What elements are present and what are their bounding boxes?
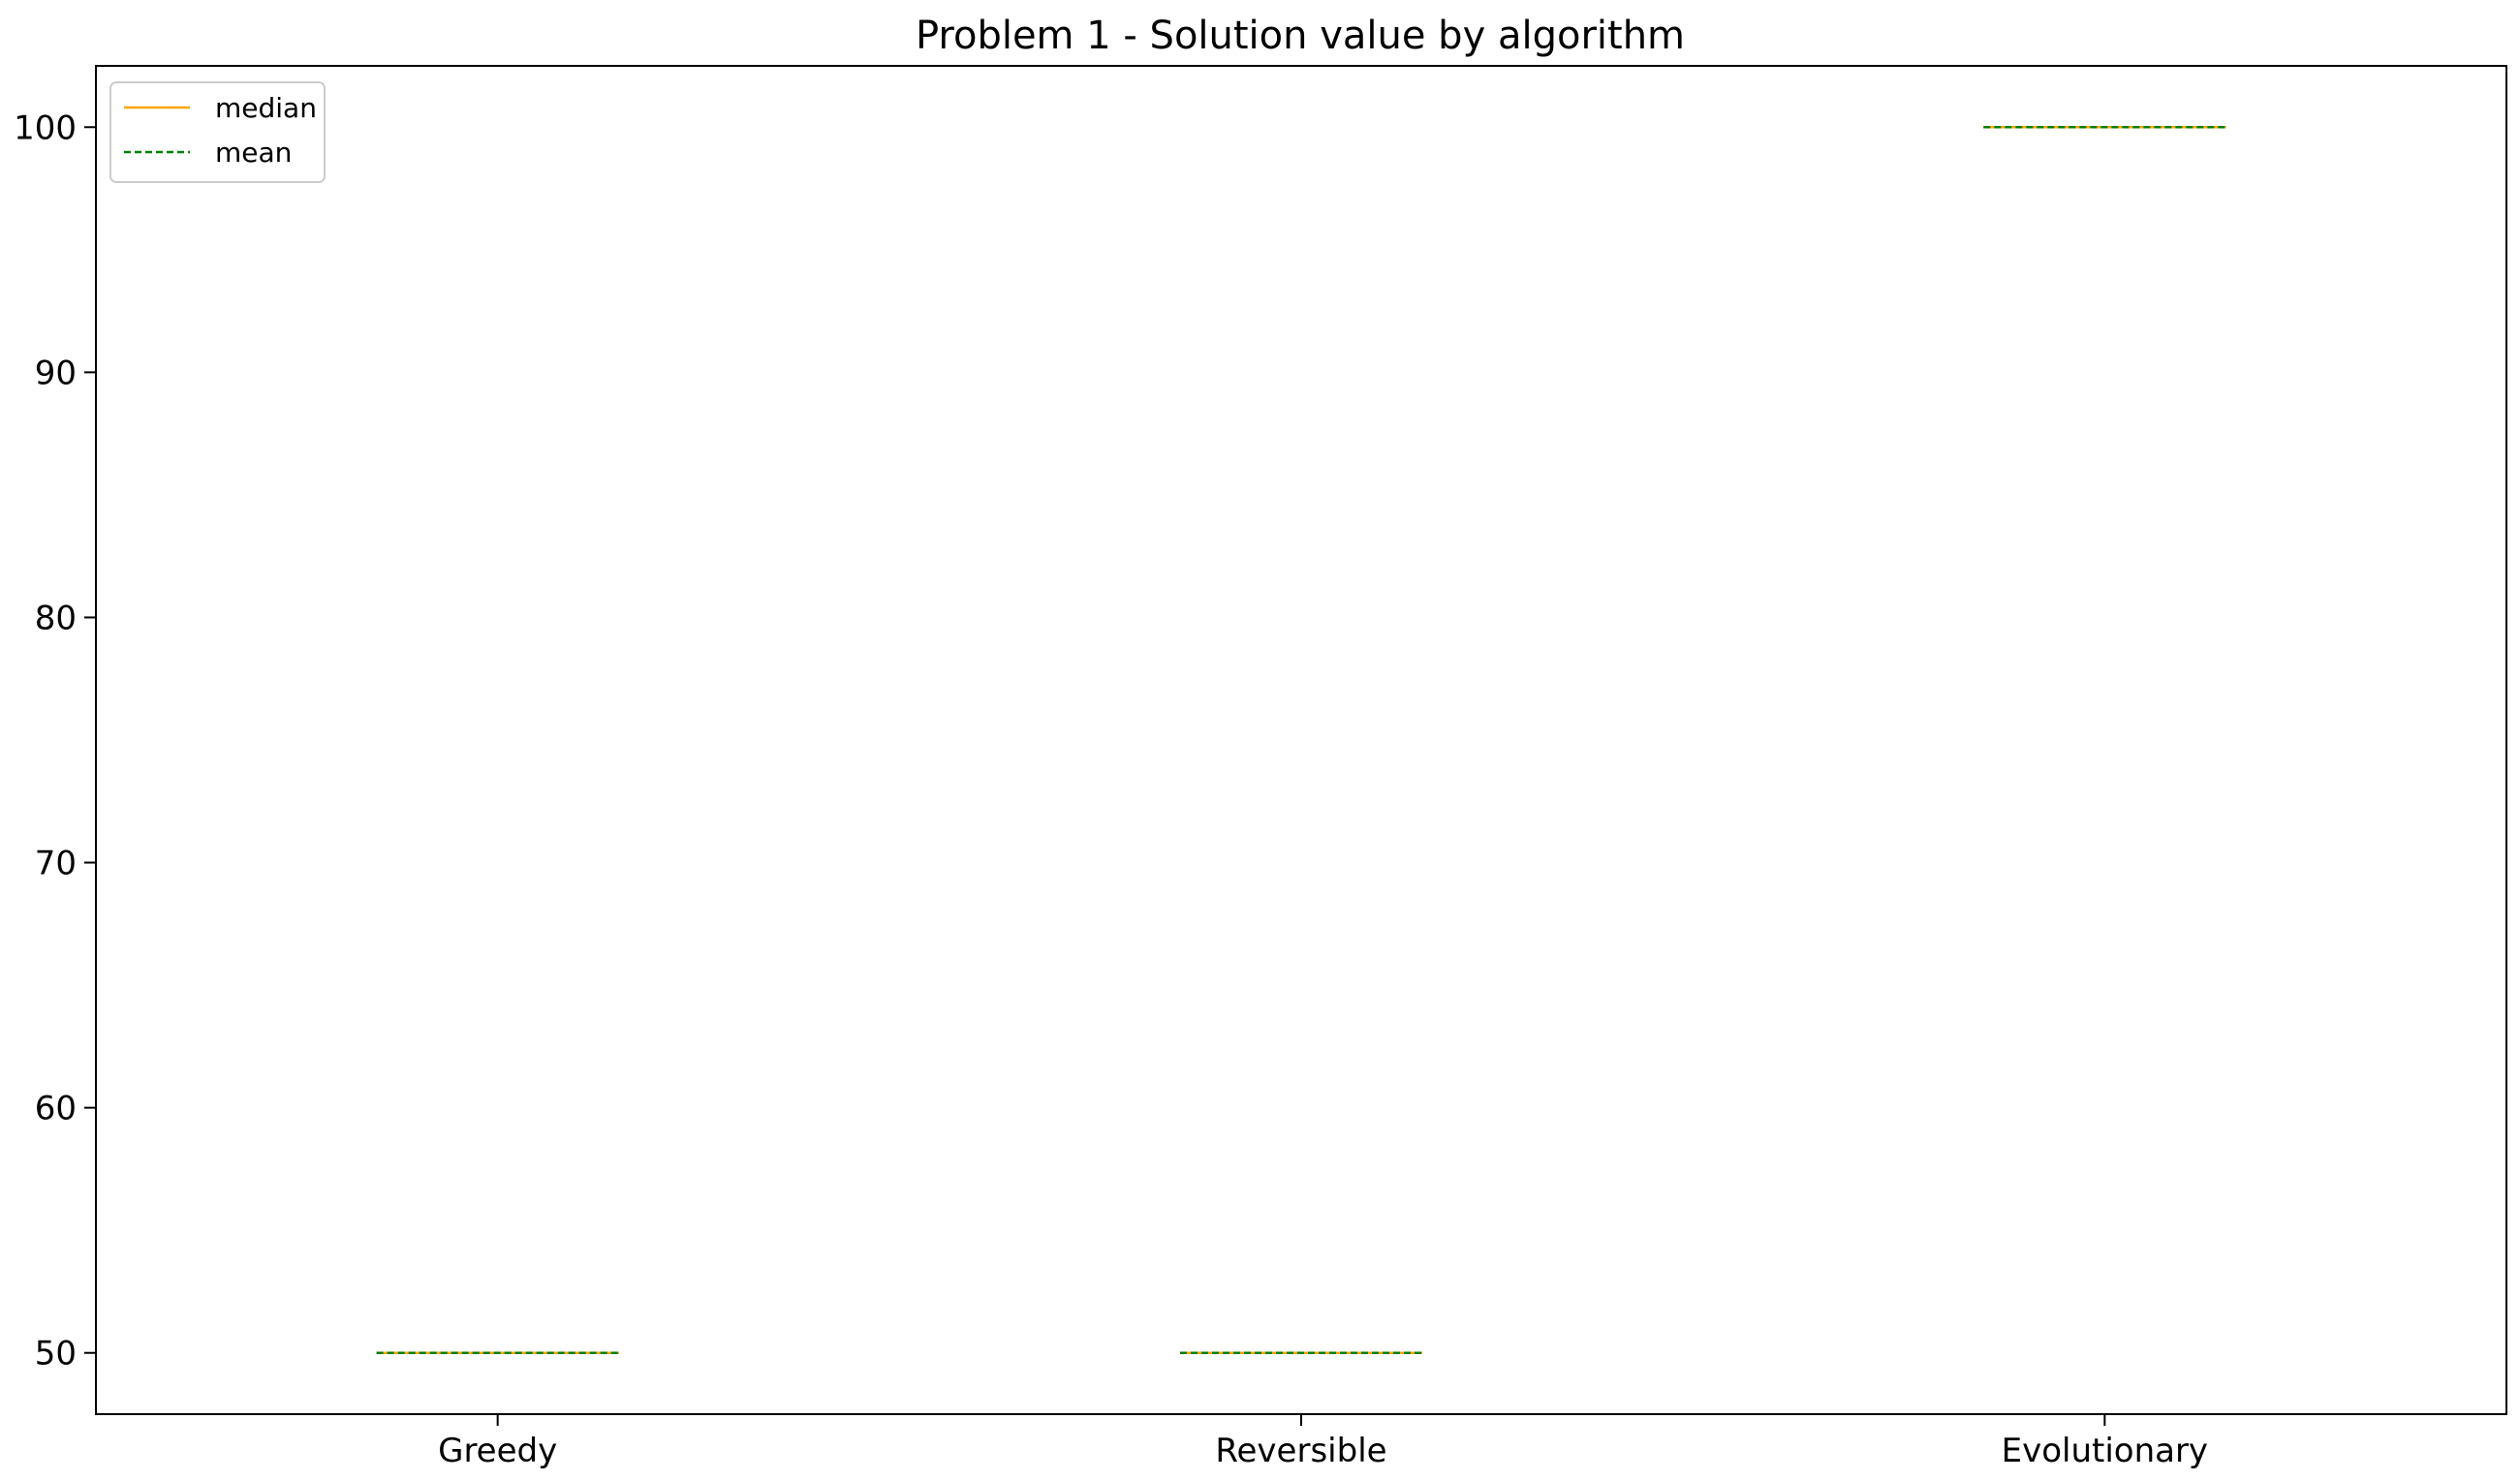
x-tick-label: Greedy: [438, 1432, 557, 1470]
x-tick-label: Reversible: [1215, 1432, 1386, 1470]
y-tick-label: 70: [35, 845, 77, 883]
y-tick-label: 50: [35, 1335, 77, 1373]
y-tick-label: 100: [14, 108, 77, 147]
legend-mean-label: mean: [215, 137, 292, 169]
y-tick-label: 90: [35, 354, 77, 392]
y-axis: 50 60 70 80 90 100: [14, 108, 96, 1373]
x-axis: Greedy Reversible Evolutionary: [438, 1414, 2208, 1470]
x-tick-label: Evolutionary: [2002, 1432, 2208, 1470]
chart-title: Problem 1 - Solution value by algorithm: [916, 14, 1685, 58]
box-marks: [376, 126, 2226, 1354]
legend-median-label: median: [215, 92, 317, 124]
legend: median mean: [109, 81, 326, 183]
y-tick-label: 80: [35, 599, 77, 637]
y-tick-label: 60: [35, 1090, 77, 1128]
